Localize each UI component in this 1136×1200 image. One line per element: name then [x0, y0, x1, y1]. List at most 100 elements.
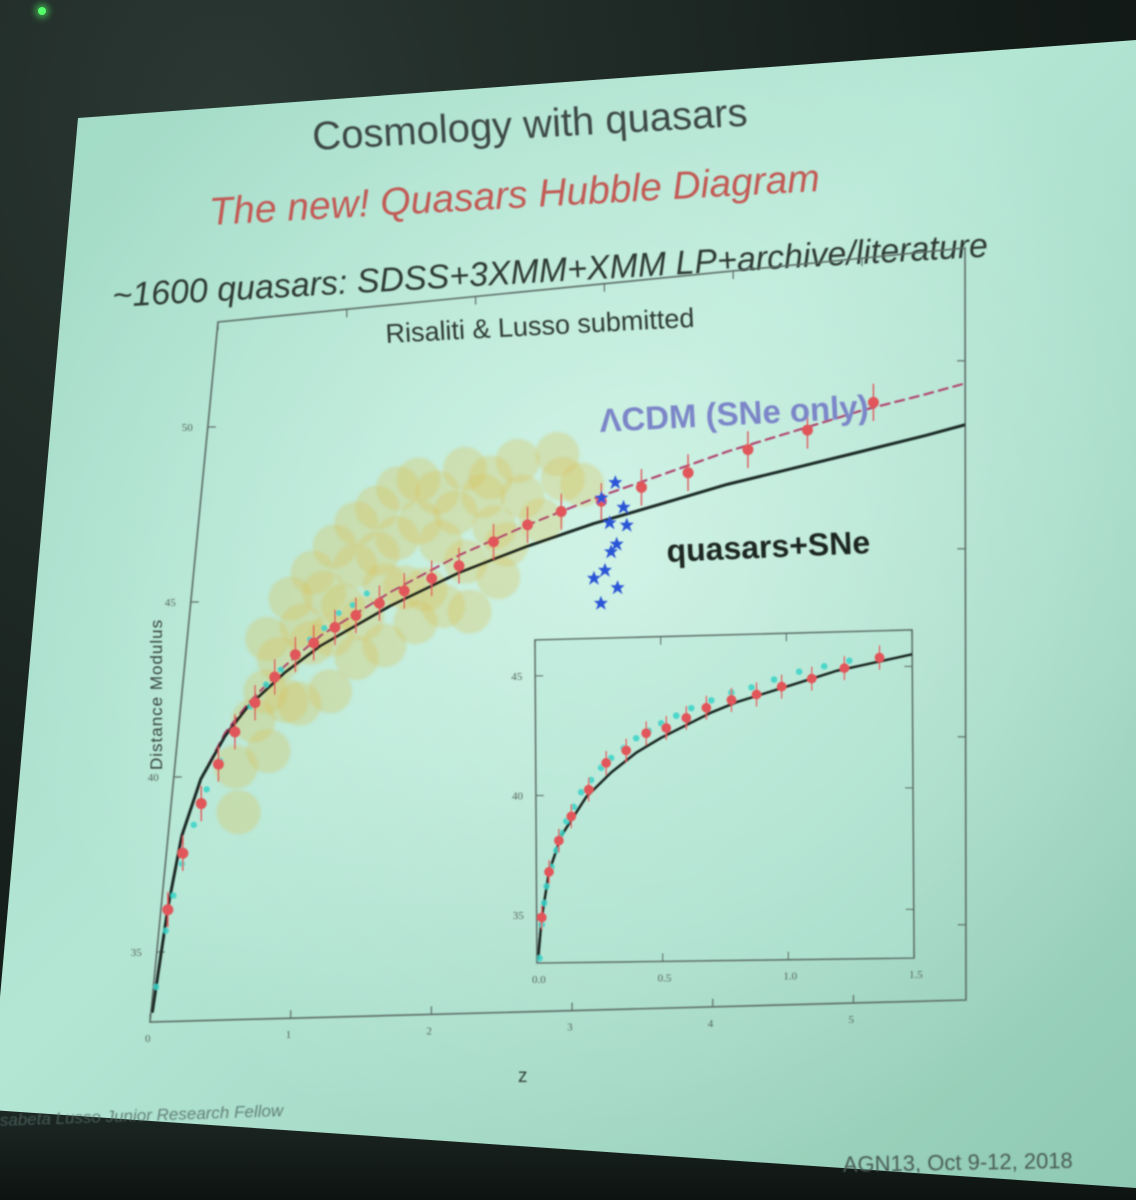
binned-data-point — [488, 536, 500, 548]
y-tick-label: 40 — [512, 791, 524, 803]
quasar-data-cloud — [245, 616, 290, 661]
supernova-data-point — [153, 983, 160, 991]
quasar-data-cloud — [447, 589, 492, 634]
binned-data-point — [726, 694, 737, 705]
binned-data-point — [212, 758, 224, 770]
supernova-data-point — [795, 668, 803, 676]
grb-star-point — [597, 562, 612, 577]
quasar-data-cloud — [495, 438, 540, 483]
binned-data-point — [229, 726, 241, 738]
supernova-data-point — [770, 676, 778, 683]
quasar-data-cloud — [213, 744, 258, 789]
binned-data-point — [553, 835, 564, 846]
supernova-data-point — [349, 601, 356, 609]
x-tick-label: 0.5 — [658, 972, 672, 984]
binned-data-point — [398, 585, 410, 597]
supernova-data-point — [162, 927, 169, 934]
supernova-data-point — [577, 788, 585, 796]
inset-plot-background — [535, 630, 914, 963]
quasar-data-cloud — [476, 555, 521, 600]
grb-star-point — [610, 580, 625, 595]
supernova-data-point — [687, 704, 695, 712]
binned-data-point — [806, 673, 817, 684]
main-plot-frame — [149, 247, 967, 1023]
binned-data-point — [544, 866, 555, 877]
binned-data-point — [751, 689, 762, 700]
supernova-data-point — [178, 860, 186, 868]
grb-star-point — [604, 544, 619, 559]
x-tick-label: 5 — [848, 1014, 854, 1026]
x-tick-label: 2 — [426, 1025, 432, 1037]
supernova-data-point — [672, 712, 680, 720]
grb-star-point — [593, 595, 608, 610]
binned-data-point — [308, 637, 320, 649]
grb-star-point — [608, 475, 623, 490]
supernova-data-point — [536, 954, 543, 962]
supernova-data-point — [845, 657, 853, 665]
supernova-data-point — [820, 662, 828, 670]
quasar-data-cloud — [535, 432, 580, 477]
supernova-data-point — [553, 846, 560, 854]
y-tick-label: 45 — [165, 597, 177, 609]
main-x-axis-label: z — [518, 1066, 528, 1087]
x-tick-label: 4 — [708, 1018, 714, 1030]
quasar-data-cloud — [308, 669, 353, 714]
supernova-data-point — [262, 681, 270, 688]
supernova-data-point — [540, 899, 548, 907]
binned-data-point — [373, 597, 385, 609]
supernova-data-point — [632, 734, 640, 742]
quasar-data-cloud — [362, 623, 407, 668]
x-tick-label: 3 — [567, 1022, 573, 1034]
grb-star-point — [616, 499, 631, 514]
supernova-data-point — [190, 821, 197, 829]
binned-data-point — [661, 722, 672, 733]
binned-data-point — [329, 621, 341, 633]
binned-data-point — [162, 904, 174, 916]
supernova-data-point — [543, 882, 550, 890]
binned-data-point — [249, 697, 261, 709]
supernova-data-point — [570, 803, 578, 811]
quasar-data-cloud — [246, 729, 291, 774]
x-tick-label: 0.0 — [532, 974, 546, 986]
binned-data-point — [269, 671, 281, 683]
binned-data-point — [742, 444, 754, 456]
binned-data-point — [555, 506, 567, 518]
binned-data-point — [681, 712, 692, 723]
y-tick-label: 40 — [148, 772, 160, 784]
binned-data-point — [839, 663, 850, 674]
y-tick-label: 45 — [511, 671, 523, 683]
grb-star-point — [586, 570, 601, 585]
grb-star-point — [609, 536, 624, 551]
binned-data-point — [566, 811, 577, 822]
binned-data-point — [874, 652, 885, 663]
inset-chart: 0.0 0.5 1.0 1.5 35 40 45 — [511, 629, 923, 986]
x-tick-label: 1.5 — [909, 969, 923, 981]
binned-data-point — [195, 798, 207, 810]
grb-star-point — [602, 515, 617, 530]
quasar-data-cloud — [484, 522, 529, 567]
grb-star-point — [619, 517, 634, 532]
main-y-axis-label: Distance Modulus — [147, 619, 166, 770]
binned-data-point — [701, 702, 712, 713]
binned-data-point — [867, 396, 879, 408]
best-fit-curve — [150, 423, 966, 1013]
binned-data-point — [522, 519, 534, 531]
supernova-data-point — [335, 609, 342, 617]
supernova-data-point — [277, 666, 284, 673]
binned-data-point — [536, 912, 547, 923]
binned-data-point — [350, 609, 362, 621]
supernova-data-point — [587, 776, 595, 784]
binned-data-point — [635, 481, 647, 493]
supernova-data-point — [748, 683, 755, 691]
binned-data-point — [289, 649, 301, 661]
grb-star-point — [594, 490, 609, 505]
binned-data-point — [621, 745, 632, 756]
binned-data-point — [453, 560, 465, 572]
footer-conference: AGN13, Oct 9-12, 2018 — [843, 1148, 1073, 1177]
quasars-sne-annotation: quasars+SNe — [666, 524, 871, 569]
binned-data-point — [801, 424, 813, 436]
y-tick-label: 35 — [513, 910, 525, 922]
